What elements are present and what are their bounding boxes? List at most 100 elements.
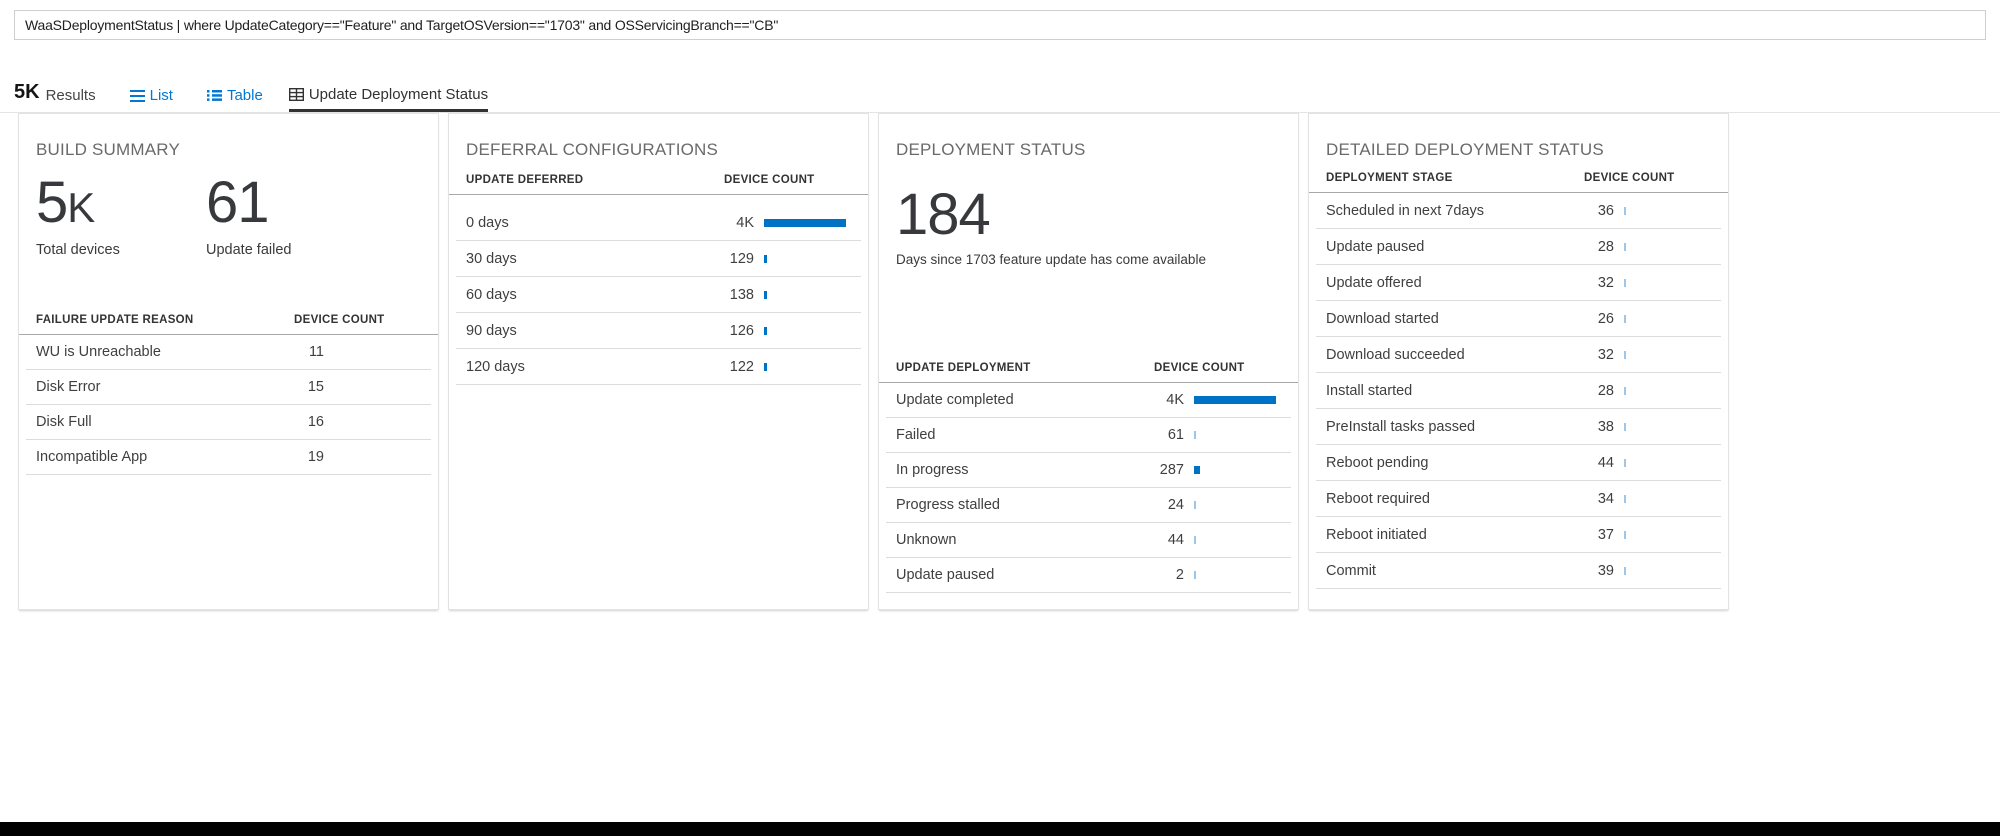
table-row[interactable]: Update completed 4K — [886, 383, 1291, 418]
table-row[interactable]: Failed 61 — [886, 418, 1291, 453]
bottom-black-bar — [0, 822, 2000, 836]
panel-title-build-summary: BUILD SUMMARY — [36, 140, 180, 159]
row-count: 287 — [1159, 462, 1184, 478]
row-label: Download started — [1326, 310, 1439, 327]
row-bar-zone — [1194, 466, 1281, 474]
total-devices-label: Total devices — [36, 242, 120, 258]
column-header-deployment-stage: DEPLOYMENT STAGE — [1326, 172, 1453, 184]
results-bar: 5K Results List Table — [0, 68, 2000, 112]
row-label: Reboot pending — [1326, 454, 1429, 471]
panel-build-summary: BUILD SUMMARY 5K Total devices 61 Update… — [18, 113, 439, 610]
table-row[interactable]: Download succeeded 32 — [1316, 337, 1721, 373]
query-text: WaaSDeploymentStatus | where UpdateCateg… — [25, 17, 779, 33]
column-header-device-count: DEVICE COUNT — [724, 174, 815, 186]
table-row[interactable]: Disk Full 16 — [26, 405, 431, 440]
table-header: UPDATE DEPLOYMENT DEVICE COUNT — [879, 362, 1298, 383]
count-bar — [1194, 536, 1196, 544]
row-count: 2 — [1175, 567, 1184, 583]
table-row[interactable]: PreInstall tasks passed 38 — [1316, 409, 1721, 445]
table-row[interactable]: Update paused 2 — [886, 558, 1291, 593]
count-bar — [764, 254, 767, 263]
results-count: 5K — [14, 81, 40, 103]
table-row[interactable]: 60 days 138 — [456, 277, 861, 313]
row-bar-zone — [1624, 350, 1711, 359]
table-row[interactable]: Update offered 32 — [1316, 265, 1721, 301]
table-row[interactable]: Reboot pending 44 — [1316, 445, 1721, 481]
table-header: FAILURE UPDATE REASON DEVICE COUNT — [19, 314, 438, 335]
table-row[interactable]: Incompatible App 19 — [26, 440, 431, 475]
row-bar-zone — [1194, 501, 1281, 509]
row-label: In progress — [896, 462, 969, 478]
deployment-stage-rows: Scheduled in next 7days 36 Update paused… — [1309, 193, 1728, 589]
table-row[interactable]: Reboot required 34 — [1316, 481, 1721, 517]
row-label: Update paused — [1326, 238, 1425, 255]
count-bar — [764, 218, 846, 227]
table-row[interactable]: Reboot initiated 37 — [1316, 517, 1721, 553]
row-bar-zone — [1624, 206, 1711, 215]
stat-total-devices[interactable]: 5K Total devices — [36, 174, 206, 259]
row-count: 38 — [1597, 418, 1614, 435]
row-label: WU is Unreachable — [36, 344, 161, 360]
table-row[interactable]: Unknown 44 — [886, 523, 1291, 558]
table-row[interactable]: Download started 26 — [1316, 301, 1721, 337]
table-row[interactable]: Scheduled in next 7days 36 — [1316, 193, 1721, 229]
table-row[interactable]: 120 days 122 — [456, 349, 861, 385]
panel-detailed-deployment-status: DETAILED DEPLOYMENT STATUS DEPLOYMENT ST… — [1308, 113, 1729, 610]
table-row[interactable]: 0 days 4K — [456, 205, 861, 241]
table-row[interactable]: Commit 39 — [1316, 553, 1721, 589]
build-summary-stats: 5K Total devices 61 Update failed — [36, 174, 421, 259]
table-header: UPDATE DEFERRED DEVICE COUNT — [449, 174, 868, 195]
count-bar — [1624, 566, 1626, 575]
row-count: 34 — [1597, 490, 1614, 507]
stat-update-failed[interactable]: 61 Update failed — [206, 174, 376, 259]
count-bar — [1194, 431, 1196, 439]
table-row[interactable]: WU is Unreachable 11 — [26, 335, 431, 370]
table-row[interactable]: 90 days 126 — [456, 313, 861, 349]
row-label: Download succeeded — [1326, 346, 1465, 363]
row-count: 39 — [1597, 562, 1614, 579]
row-bar-zone — [764, 254, 851, 263]
update-deployment-table: UPDATE DEPLOYMENT DEVICE COUNT Update co… — [879, 362, 1298, 593]
table-icon — [206, 89, 222, 102]
tab-update-deployment-status[interactable]: Update Deployment Status — [288, 86, 489, 112]
row-count: 16 — [307, 414, 324, 430]
days-since-update-caption: Days since 1703 feature update has come … — [896, 252, 1206, 267]
row-label: Update offered — [1326, 274, 1422, 291]
panel-title-detailed-deployment-status: DETAILED DEPLOYMENT STATUS — [1326, 140, 1604, 159]
row-bar-zone — [1194, 571, 1281, 579]
count-bar — [1624, 422, 1626, 431]
tab-list[interactable]: List — [129, 87, 173, 104]
row-label: 90 days — [466, 322, 517, 339]
list-icon — [129, 88, 145, 103]
row-label: 0 days — [466, 214, 509, 231]
column-header-device-count: DEVICE COUNT — [1154, 362, 1245, 374]
results-count-label: Results — [45, 87, 96, 104]
column-header-update-deferred: UPDATE DEFERRED — [466, 174, 584, 186]
failure-update-reason-table: FAILURE UPDATE REASON DEVICE COUNT WU is… — [19, 314, 438, 475]
panel-title-deferral-configurations: DEFERRAL CONFIGURATIONS — [466, 140, 719, 159]
query-input[interactable]: WaaSDeploymentStatus | where UpdateCateg… — [14, 10, 1986, 40]
row-label: Scheduled in next 7days — [1326, 202, 1484, 219]
update-deferred-rows: 0 days 4K 30 days 129 60 days 138 90 day… — [449, 195, 868, 385]
row-bar-zone — [1624, 494, 1711, 503]
table-row[interactable]: Disk Error 15 — [26, 370, 431, 405]
count-bar — [1624, 278, 1626, 287]
row-count: 11 — [308, 344, 324, 360]
tab-table[interactable]: Table — [206, 87, 263, 104]
row-bar-zone — [1624, 530, 1711, 539]
update-deployment-rows: Update completed 4K Failed 61 In progres… — [879, 383, 1298, 593]
column-header-device-count: DEVICE COUNT — [294, 314, 385, 326]
tab-table-label: Table — [226, 87, 263, 104]
row-count: 138 — [729, 286, 754, 303]
row-count: 126 — [729, 322, 754, 339]
count-bar — [1194, 466, 1200, 474]
table-row[interactable]: In progress 287 — [886, 453, 1291, 488]
row-count: 32 — [1597, 346, 1614, 363]
table-row[interactable]: Progress stalled 24 — [886, 488, 1291, 523]
panel-deployment-status: DEPLOYMENT STATUS 184 Days since 1703 fe… — [878, 113, 1299, 610]
row-count: 36 — [1597, 202, 1614, 219]
table-row[interactable]: Install started 28 — [1316, 373, 1721, 409]
table-row[interactable]: Update paused 28 — [1316, 229, 1721, 265]
stat-days-since-update[interactable]: 184 — [896, 186, 1066, 244]
table-row[interactable]: 30 days 129 — [456, 241, 861, 277]
